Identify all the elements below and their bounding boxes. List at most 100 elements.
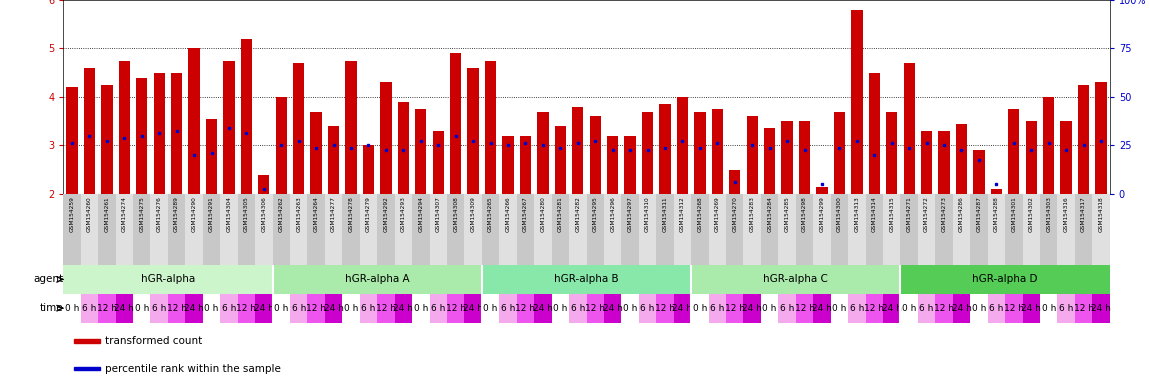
Text: 24 h: 24 h [603, 304, 622, 313]
Text: 24 h: 24 h [1091, 304, 1111, 313]
Text: 6 h: 6 h [780, 304, 795, 313]
Text: GSM154267: GSM154267 [523, 196, 528, 232]
Text: 6 h: 6 h [152, 304, 167, 313]
Text: GSM154276: GSM154276 [156, 196, 162, 232]
Bar [1092, 294, 1110, 323]
Text: GSM154314: GSM154314 [872, 196, 876, 232]
Text: GSM154268: GSM154268 [697, 196, 703, 232]
Text: 24 h: 24 h [812, 304, 831, 313]
Text: 6 h: 6 h [989, 304, 1004, 313]
Bar [465, 294, 482, 323]
Text: GSM154281: GSM154281 [558, 196, 562, 232]
Bar [153, 73, 164, 194]
Bar [84, 68, 95, 194]
Bar [1022, 194, 1040, 265]
Bar [1060, 121, 1072, 194]
Bar [746, 116, 758, 194]
Text: 12 h: 12 h [934, 304, 954, 313]
Bar [98, 294, 115, 323]
Text: 0 h: 0 h [833, 304, 846, 313]
Bar [764, 129, 775, 194]
Bar [377, 194, 394, 265]
Text: GSM154297: GSM154297 [628, 196, 633, 232]
Text: 0 h: 0 h [1042, 304, 1056, 313]
Bar [1009, 109, 1020, 194]
Text: GSM154278: GSM154278 [348, 196, 353, 232]
Text: 12 h: 12 h [97, 304, 117, 313]
Bar [398, 102, 409, 194]
Bar [432, 131, 444, 194]
Bar [377, 294, 394, 323]
Bar [255, 294, 273, 323]
Bar [988, 294, 1005, 323]
Text: 12 h: 12 h [167, 304, 186, 313]
Bar [168, 294, 185, 323]
Bar [325, 194, 343, 265]
Text: GSM154298: GSM154298 [802, 196, 807, 232]
Bar [1040, 294, 1058, 323]
Text: hGR-alpha: hGR-alpha [140, 274, 196, 285]
Bar [552, 294, 569, 323]
Text: GSM154282: GSM154282 [575, 196, 581, 232]
Text: 24 h: 24 h [1021, 304, 1041, 313]
Text: 6 h: 6 h [83, 304, 97, 313]
Bar [360, 294, 377, 323]
Bar [866, 194, 883, 265]
Text: 12 h: 12 h [1004, 304, 1024, 313]
Text: 6 h: 6 h [711, 304, 724, 313]
Text: GSM154304: GSM154304 [227, 196, 231, 232]
Text: GSM154296: GSM154296 [611, 196, 615, 232]
Bar [151, 194, 168, 265]
Text: GSM154272: GSM154272 [925, 196, 929, 232]
Bar [482, 194, 499, 265]
Bar [971, 194, 988, 265]
Text: time: time [39, 303, 63, 313]
Text: 0 h: 0 h [553, 304, 568, 313]
Bar [503, 136, 514, 194]
Bar [255, 194, 273, 265]
Bar [345, 61, 356, 194]
Bar [221, 194, 238, 265]
Bar [604, 194, 621, 265]
Text: GSM154313: GSM154313 [854, 196, 859, 232]
Text: GSM154318: GSM154318 [1098, 196, 1104, 232]
Bar [430, 194, 447, 265]
Bar [185, 194, 202, 265]
Bar [813, 294, 830, 323]
Bar [450, 53, 461, 194]
Bar [639, 294, 657, 323]
Text: 12 h: 12 h [1074, 304, 1094, 313]
Bar [1022, 294, 1040, 323]
Bar [1058, 294, 1075, 323]
Text: GSM154265: GSM154265 [488, 196, 493, 232]
Bar [569, 194, 586, 265]
Text: GSM154274: GSM154274 [122, 196, 126, 232]
Bar [816, 187, 828, 194]
Text: 6 h: 6 h [431, 304, 445, 313]
Bar [430, 294, 447, 323]
Bar [221, 294, 238, 323]
Text: 12 h: 12 h [585, 304, 605, 313]
Text: 6 h: 6 h [361, 304, 376, 313]
Bar [572, 107, 583, 194]
Text: GSM154311: GSM154311 [662, 196, 667, 232]
Bar [74, 339, 100, 343]
Bar [273, 294, 290, 323]
Text: 6 h: 6 h [920, 304, 934, 313]
Text: GSM154273: GSM154273 [942, 196, 946, 232]
Bar [779, 194, 796, 265]
Bar [415, 109, 427, 194]
Text: 24 h: 24 h [323, 304, 344, 313]
Bar [394, 294, 412, 323]
Bar [118, 61, 130, 194]
Text: GSM154294: GSM154294 [419, 196, 423, 232]
Bar [883, 294, 900, 323]
Text: 0 h: 0 h [64, 304, 79, 313]
Text: 24 h: 24 h [951, 304, 972, 313]
Bar [394, 194, 412, 265]
Bar [499, 294, 516, 323]
Bar [868, 73, 880, 194]
Text: GSM154300: GSM154300 [837, 196, 842, 232]
Text: GSM154293: GSM154293 [401, 196, 406, 232]
Text: GSM154315: GSM154315 [889, 196, 895, 232]
